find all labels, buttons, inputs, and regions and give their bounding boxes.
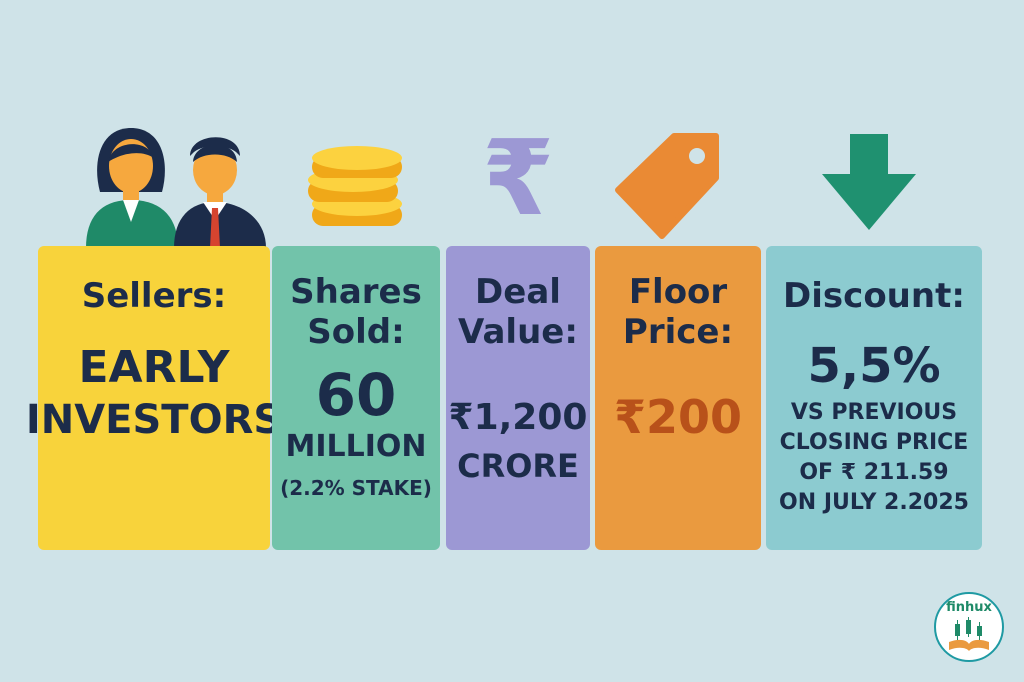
floor-label-line2: Price: — [622, 312, 734, 352]
deal-label-line1: Deal — [475, 272, 561, 312]
sellers-value-line1: EARLY — [78, 342, 230, 393]
investors-icon — [86, 128, 266, 248]
logo-text: finhux — [946, 600, 992, 615]
shares-note: (2.2% STAKE) — [280, 476, 432, 500]
discount-note-line2: CLOSING PRICE — [779, 430, 969, 455]
finhux-logo: finhux — [934, 592, 1004, 662]
shares-sold-card: Shares Sold: 60 MILLION (2.2% STAKE) — [272, 246, 440, 550]
shares-label-line1: Shares — [290, 272, 422, 312]
shares-value: 60 — [315, 361, 397, 429]
sellers-card: Sellers: EARLY INVESTORS — [26, 246, 282, 550]
deal-unit: CRORE — [457, 447, 579, 485]
discount-note-line1: VS PREVIOUS — [790, 400, 958, 425]
floor-value: ₹200 — [613, 390, 743, 444]
deal-value: ₹1,200 — [448, 397, 588, 438]
sellers-label: Sellers: — [81, 276, 227, 316]
arrow-down-icon — [822, 134, 916, 230]
coins-icon — [308, 146, 402, 226]
deal-label-line2: Value: — [458, 312, 578, 352]
discount-value: 5,5% — [807, 338, 941, 394]
discount-label: Discount: — [783, 276, 965, 316]
shares-unit: MILLION — [285, 429, 427, 464]
discount-note-line3: OF ₹ 211.59 — [799, 460, 949, 485]
shares-label-line2: Sold: — [307, 312, 405, 352]
candlestick-book-icon — [949, 617, 989, 651]
rupee-icon: ₹ — [482, 117, 555, 239]
floor-label-line1: Floor — [628, 272, 728, 312]
discount-note-line4: ON JULY 2.2025 — [779, 490, 969, 515]
sellers-value-line2: INVESTORS — [25, 397, 283, 443]
discount-card: Discount: 5,5% VS PREVIOUS CLOSING PRICE… — [766, 246, 982, 550]
floor-price-card: Floor Price: ₹200 — [595, 246, 761, 550]
deal-value-card: Deal Value: ₹1,200 CRORE — [446, 246, 590, 550]
price-tag-icon — [615, 133, 719, 239]
